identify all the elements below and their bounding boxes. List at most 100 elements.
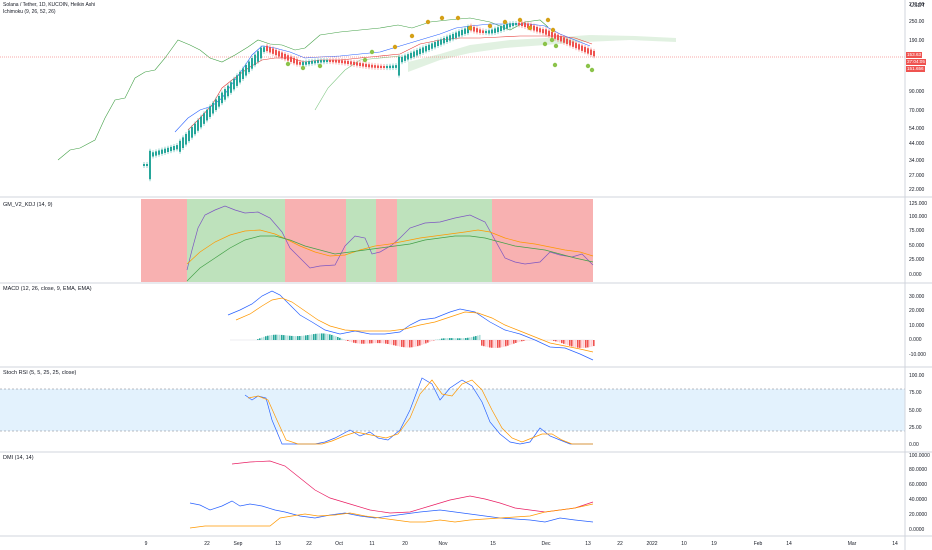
price-axis-label: 34.000 — [909, 158, 925, 164]
signal-dot — [392, 44, 398, 50]
macd-histogram-bar — [485, 340, 487, 347]
price-pane[interactable] — [0, 0, 932, 198]
macd-histogram-bar — [551, 340, 553, 341]
time-axis-label: Sep — [234, 541, 243, 547]
macd-pane[interactable] — [227, 290, 595, 361]
macd-histogram-bar — [371, 340, 373, 344]
candle-body — [266, 45, 268, 52]
candle-body — [431, 43, 433, 49]
signal-dot — [585, 63, 591, 69]
candle-body — [188, 130, 190, 142]
macd-histogram-bar — [385, 340, 387, 344]
signal-dot — [517, 17, 523, 23]
candle-body — [200, 116, 202, 128]
time-axis-label: 22 — [617, 541, 623, 547]
dmi-title[interactable]: DMI (14, 14) — [3, 455, 34, 461]
candle-body — [425, 46, 427, 52]
macd-axis-label: 20.000 — [909, 308, 925, 314]
macd-histogram-bar — [503, 340, 505, 347]
candle-body — [242, 68, 244, 80]
candle-body — [326, 59, 328, 63]
macd-axis-label: -10.000 — [909, 352, 926, 358]
gm-d-line — [186, 229, 594, 265]
gm-axis-label: 50.000 — [909, 243, 925, 249]
gm-zone-green — [187, 199, 285, 282]
time-axis-label: 22 — [204, 541, 210, 547]
macd-histogram-bar — [571, 340, 573, 347]
candle-body — [455, 32, 457, 38]
gm-k-line — [186, 205, 594, 271]
ichimoku-legend[interactable]: Ichimoku (9, 26, 52, 26) — [3, 9, 56, 15]
candle-body — [419, 48, 421, 55]
price-axis[interactable]: 270.00 250.00 190.00 90.000 70.000 54.000 44.0… — [909, 2, 925, 193]
candle-body — [230, 82, 232, 93]
candle-body — [275, 49, 277, 56]
time-axis-label: Dec — [542, 541, 551, 547]
candle-body — [281, 52, 283, 58]
macd-histogram-bar — [487, 340, 489, 348]
stoch-d-line — [247, 379, 593, 445]
macd-histogram-bar — [451, 338, 453, 340]
macd-histogram-bar — [413, 340, 415, 348]
macd-histogram-bar — [279, 334, 281, 340]
macd-histogram-bar — [405, 340, 407, 348]
macd-histogram-bar — [333, 335, 335, 340]
macd-axis[interactable]: 30.000 20.000 10.000 0.000 -10.000 — [909, 294, 926, 358]
macd-histogram-bar — [473, 336, 475, 340]
candle-body — [593, 50, 595, 57]
rsi-axis[interactable]: 100.00 75.00 50.00 25.00 0.00 — [909, 373, 925, 448]
macd-histogram-bar — [351, 340, 353, 343]
macd-histogram-bar — [477, 335, 479, 340]
candle-body — [296, 59, 298, 65]
candle-body — [203, 113, 205, 124]
symbol-title[interactable]: Solana / Tether, 1D, KUCOIN, Heikin Ashi — [3, 2, 96, 8]
candle-body — [443, 37, 445, 44]
time-axis-label: 9 — [145, 541, 148, 547]
candle-body — [179, 140, 181, 152]
macd-signal-line — [235, 297, 594, 353]
macd-histogram-bar — [421, 340, 423, 345]
candle-body — [497, 27, 499, 33]
time-axis-label: 14 — [786, 541, 792, 547]
macd-histogram-bar — [449, 338, 451, 340]
macd-histogram-bar — [383, 340, 385, 344]
macd-histogram-bar — [519, 340, 521, 342]
gm-kdj-pane[interactable] — [141, 199, 594, 282]
macd-histogram-bar — [497, 340, 499, 348]
candle-body — [158, 150, 160, 155]
candle-body — [233, 78, 235, 90]
time-axis[interactable]: 9 22 Sep 13 22 Oct 11 20 Nov 15 Dec 13 22 2022 10 19 Feb… — [145, 541, 898, 547]
gm-axis-label: 100.000 — [909, 214, 927, 220]
candle-body — [407, 54, 409, 60]
candle-body — [323, 59, 325, 63]
candle-body — [176, 145, 178, 150]
macd-histogram-bar — [559, 340, 561, 343]
gm-kdj-title[interactable]: GM_V2_KDJ (14, 9) — [3, 202, 53, 208]
stoch-rsi-title[interactable]: Stoch RSI (5, 5, 25, 25, close) — [3, 370, 77, 376]
gm-zone-red — [376, 199, 397, 282]
macd-histogram-bar — [387, 340, 389, 344]
price-axis-label: 22.000 — [909, 187, 925, 193]
macd-histogram-bar — [381, 340, 383, 344]
candle-body — [155, 151, 157, 156]
dmi-axis-label: 0.0000 — [909, 527, 925, 533]
dmi-axis[interactable]: 100.0000 80.0000 60.0000 40.0000 20.0000 0.00… — [909, 453, 930, 533]
macd-histogram-bar — [339, 337, 341, 340]
macd-histogram — [257, 333, 595, 348]
signal-dot — [589, 67, 595, 73]
macd-histogram-bar — [365, 340, 367, 344]
candle-body — [506, 24, 508, 29]
macd-histogram-bar — [501, 340, 503, 348]
gm-j-line — [186, 235, 594, 282]
macd-histogram-bar — [347, 340, 349, 341]
candle-body — [239, 71, 241, 83]
dmi-axis-label: 60.0000 — [909, 482, 927, 488]
candle-body — [377, 65, 379, 68]
dmi-pane[interactable] — [189, 460, 594, 529]
stoch-rsi-pane[interactable] — [0, 377, 905, 445]
macd-title[interactable]: MACD (12, 26, close, 9, EMA, EMA) — [3, 286, 92, 292]
macd-histogram-bar — [379, 340, 381, 344]
gm-axis[interactable]: 125.000 100.000 75.000 50.000 25.000 0.000 — [909, 201, 927, 278]
candle-body — [401, 56, 403, 63]
